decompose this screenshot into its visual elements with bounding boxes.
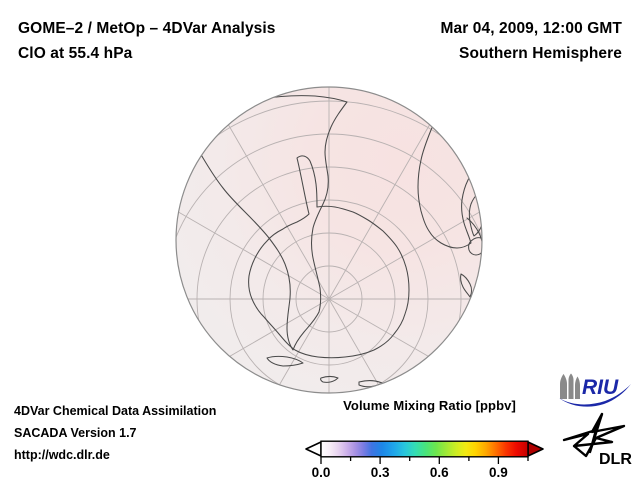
colorbar-title: Volume Mixing Ratio [ppbv] [343,398,516,413]
riu-wordmark: RIU [582,376,619,399]
riu-towers-icon [560,373,580,399]
colorbar-block: Volume Mixing Ratio [ppbv] [300,398,545,480]
footer-line-version: SACADA Version 1.7 [14,426,137,440]
coastline-madagascar [468,193,482,237]
coastline-south-america [182,95,348,351]
coastline-south-georgia [266,355,304,367]
colorbar-tick-label: 0.6 [430,465,449,480]
coastline-island-south [320,375,339,383]
dlr-wordmark: DLR [599,451,632,468]
coastline-new-zealand [460,273,473,298]
riu-logo: RIU [556,373,634,412]
colorbar-tick-label: 0.3 [371,465,390,480]
footer-line-assimilation: 4DVar Chemical Data Assimilation [14,404,217,418]
header-right-block: Mar 04, 2009, 12:00 GMT Southern Hemisph… [440,16,622,66]
colorbar-cap-high [527,441,544,457]
colorbar-tick-label: 0.0 [312,465,331,480]
page-subtitle: ClO at 55.4 hPa [18,45,133,62]
timestamp-label: Mar 04, 2009, 12:00 GMT [440,20,622,37]
header-left-block: GOME–2 / MetOp – 4DVar Analysis ClO at 5… [18,16,276,66]
footer-left-block: 4DVar Chemical Data Assimilation SACADA … [14,400,216,466]
dlr-logo: DLR [562,412,636,473]
colorbar-tick-labels: 0.0 0.3 0.6 0.9 [312,465,508,480]
coastline-antarctica [248,155,410,359]
page-title: GOME–2 / MetOp – 4DVar Analysis [18,20,276,37]
footer-link-wdc[interactable]: http://wdc.dlr.de [14,448,110,462]
globe-map [175,86,483,394]
colorbar-ticks [320,457,529,464]
colorbar-tick-label: 0.9 [489,465,508,480]
globe-limb [175,86,483,394]
colorbar-cap-low [305,441,322,457]
dlr-pinwheel-icon [562,412,626,458]
colorbar-gradient [320,440,529,458]
hemisphere-label: Southern Hemisphere [459,45,622,62]
